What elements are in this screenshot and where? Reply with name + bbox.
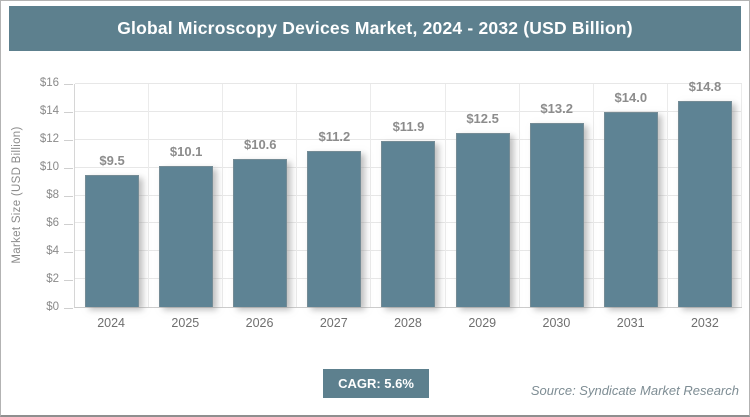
gridline-vertical (741, 84, 742, 307)
gridline-vertical (296, 84, 298, 307)
bar-cell-2026: $10.6 (223, 84, 297, 307)
gridline-vertical (592, 84, 594, 307)
bar-2029 (455, 132, 510, 307)
bar-cell-2030: $13.2 (520, 84, 594, 307)
y-tick-label: $2 (46, 273, 59, 285)
bar-2030 (529, 123, 584, 307)
bar-value-label: $11.9 (392, 119, 425, 135)
bar-cell-2027: $11.2 (297, 84, 371, 307)
y-tick-mark (64, 140, 73, 141)
gridline-vertical (148, 84, 150, 307)
x-tick-label-2032: 2032 (690, 316, 719, 330)
y-tick-label: $4 (46, 245, 59, 257)
bar-2024 (85, 174, 140, 307)
bar-value-label: $12.5 (466, 110, 499, 126)
bar-2031 (603, 111, 658, 307)
y-tick-mark (64, 280, 73, 281)
y-tick-label: $10 (39, 161, 59, 173)
bar-2026 (233, 159, 288, 307)
y-tick-label: $12 (39, 133, 59, 145)
chart-title-bar: Global Microscopy Devices Market, 2024 -… (9, 6, 741, 51)
bar-2025 (159, 166, 214, 307)
bar-cell-2029: $12.5 (446, 84, 520, 307)
x-tick-label-2028: 2028 (394, 316, 422, 330)
bar-2027 (307, 150, 362, 307)
gridline-horizontal (75, 110, 742, 112)
bar-value-label: $10.1 (169, 144, 203, 160)
plot-area: $9.5 $10.1 $10.6 $11.2 $11.9 $12.5 $13.2 $14.0 $… (74, 79, 742, 308)
x-tick-label-2025: 2025 (171, 316, 200, 330)
bar-cell-2032: $14.8 (668, 79, 742, 307)
bar-value-label: $13.2 (540, 101, 573, 117)
x-tick-label-2026: 2026 (245, 316, 274, 330)
source-text: Source: Syndicate Market Research (530, 383, 739, 398)
x-tick-label-2030: 2030 (542, 316, 571, 330)
y-tick-mark (64, 224, 73, 225)
x-tick-label-2031: 2031 (616, 316, 645, 330)
x-tick-label-2029: 2029 (468, 316, 497, 330)
y-tick-mark (64, 196, 73, 197)
y-tick-mark (64, 168, 73, 169)
bar-value-label: $14.0 (614, 89, 648, 105)
x-tick-label-2024: 2024 (97, 316, 126, 330)
y-tick-label: $16 (39, 77, 59, 89)
gridline-vertical (370, 84, 372, 307)
bar-value-label: $10.6 (243, 137, 277, 153)
bar-cell-2024: $9.5 (75, 84, 149, 307)
gridline-vertical (518, 84, 520, 307)
x-tick-label-2027: 2027 (319, 316, 348, 330)
bar-2028 (381, 141, 436, 307)
y-tick-label: $14 (39, 105, 59, 117)
bar-2032 (677, 100, 732, 307)
y-tick-label: $6 (46, 217, 59, 229)
bar-cell-2028: $11.9 (371, 84, 445, 307)
bar-cell-2031: $14.0 (594, 84, 668, 307)
bar-value-label: $9.5 (99, 152, 125, 168)
gridline-vertical (222, 84, 224, 307)
y-tick-mark (64, 84, 73, 85)
bar-value-label: $14.8 (688, 78, 722, 94)
cagr-badge: CAGR: 5.6% (323, 369, 429, 398)
gridline-vertical (444, 84, 446, 307)
y-tick-label: $8 (46, 189, 59, 201)
gridline-horizontal (75, 138, 742, 140)
bar-value-label: $11.2 (318, 128, 351, 144)
y-tick-mark (64, 308, 73, 309)
gridline-vertical (666, 84, 668, 307)
y-tick-mark (64, 112, 73, 113)
gridline-horizontal (75, 83, 742, 84)
bar-cell-2025: $10.1 (149, 84, 223, 307)
y-tick-mark (64, 252, 73, 253)
chart-title: Global Microscopy Devices Market, 2024 -… (117, 18, 633, 38)
y-tick-label: $0 (46, 301, 59, 313)
